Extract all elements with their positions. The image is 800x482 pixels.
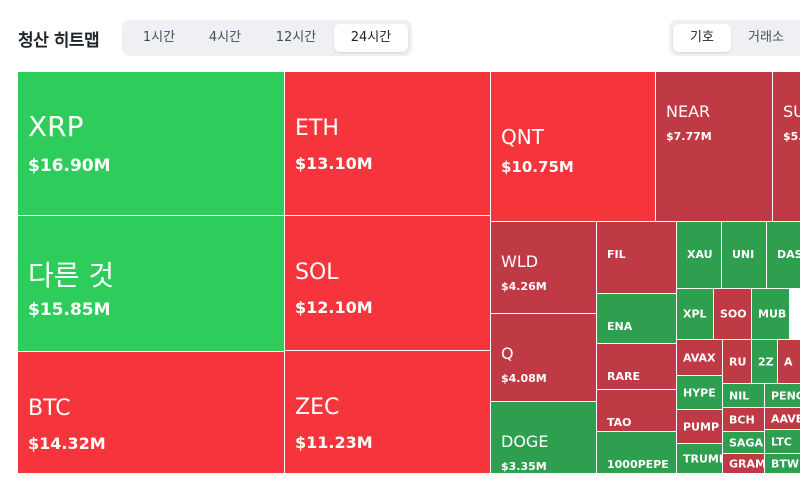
cell-symbol: BTW [771,457,800,470]
cell-symbol: SU [783,102,800,121]
heatmap-cell-ltc[interactable]: LTC [765,430,800,454]
cell-symbol: ZEC [295,395,340,420]
heatmap-cell-aave[interactable]: AAVE [765,408,800,430]
cell-symbol: PENG [771,389,800,402]
cell-symbol: PUMP [683,420,720,433]
tab-1h[interactable]: 1시간 [142,30,176,45]
heatmap-cell-su[interactable]: SU $5. [773,72,800,222]
cell-value: $16.90M [28,156,111,176]
heatmap-cell-saga[interactable]: SAGA [723,432,765,454]
cell-symbol: UNI [732,248,755,261]
liquidation-heatmap: XRP $16.90M 다른 것 $15.85M BTC $14.32M ETH… [18,72,800,474]
cell-value: $11.23M [295,433,373,452]
heatmap-cell-xpl[interactable]: XPL [677,289,714,340]
cell-symbol: TAO [607,416,632,429]
heatmap-cell-btw[interactable]: BTW [765,454,800,474]
heatmap-cell-a[interactable]: A [778,340,800,384]
cell-value: $4.08M [501,372,547,385]
cell-symbol: AVAX [683,351,716,364]
heatmap-cell-wld[interactable]: WLD $4.26M [491,222,597,314]
cell-symbol: BTC [28,396,71,421]
heatmap-cell-doge[interactable]: DOGE $3.35M [491,402,597,474]
heatmap-cell-gram[interactable]: GRAM [723,454,765,474]
heatmap-cell-pump[interactable]: PUMP [677,410,723,444]
heatmap-cell-ena[interactable]: ENA [597,294,677,344]
cell-value: $7.77M [666,130,712,143]
cell-symbol: XAU [687,248,713,261]
cell-symbol: RU [729,355,747,368]
cell-value: $14.32M [28,434,106,453]
cell-symbol: ENA [607,320,633,333]
heatmap-cell-qnt[interactable]: QNT $10.75M [491,72,656,222]
cell-symbol: 1000PEPE [607,458,669,471]
heatmap-cell-btc[interactable]: BTC $14.32M [18,352,285,474]
heatmap-cell-nil[interactable]: NIL [723,384,765,408]
heatmap-cell-zec[interactable]: ZEC $11.23M [285,351,491,474]
cell-value: $12.10M [295,298,373,317]
tab-12h[interactable]: 12시간 [275,30,317,45]
cell-symbol: ETH [295,116,339,141]
heatmap-cell-soo[interactable]: SOO [714,289,752,340]
cell-symbol: 2Z [758,355,774,368]
heatmap-cell-eth[interactable]: ETH $13.10M [285,72,491,216]
cell-symbol: MUB [758,307,787,321]
toggle-exchange[interactable]: 거래소 [748,30,784,45]
heatmap-cell-xrp[interactable]: XRP $16.90M [18,72,285,216]
cell-symbol: DOGE [501,432,549,451]
cell-symbol: XPL [683,307,707,321]
cell-symbol: 다른 것 [28,259,115,292]
page-title: 청산 히트맵 [18,31,100,51]
heatmap-cell-2z[interactable]: 2Z [752,340,778,384]
cell-symbol: SAGA [729,436,763,449]
heatmap-cell-fil[interactable]: FIL [597,222,677,294]
cell-symbol: GRAM [729,457,765,470]
cell-symbol: A [784,355,793,368]
cell-symbol: SOO [720,307,747,321]
heatmap-cell-1000pepe[interactable]: 1000PEPE [597,432,677,474]
view-toggle: 기호 거래소 [669,20,800,56]
cell-value: $10.75M [501,158,574,176]
toggle-symbol[interactable]: 기호 [673,24,731,52]
heatmap-cell-q[interactable]: Q $4.08M [491,314,597,402]
cell-symbol: WLD [501,252,539,271]
cell-symbol: LTC [771,435,792,448]
cell-symbol: HYPE [683,386,716,399]
cell-symbol: NIL [729,389,750,402]
cell-value: $13.10M [295,154,373,173]
heatmap-cell-sol[interactable]: SOL $12.10M [285,216,491,351]
heatmap-cell-near[interactable]: NEAR $7.77M [656,72,773,222]
heatmap-cell-other[interactable]: 다른 것 $15.85M [18,216,285,352]
heatmap-cell-mub[interactable]: MUB [752,289,790,340]
cell-value: $15.85M [28,300,111,320]
heatmap-cell-xau[interactable]: XAU [677,222,722,289]
heatmap-cell-tao[interactable]: TAO [597,390,677,432]
heatmap-cell-peng[interactable]: PENG [765,384,800,408]
cell-symbol: RARE [607,370,640,383]
heatmap-cell-hype[interactable]: HYPE [677,376,723,410]
cell-symbol: AAVE [771,412,800,425]
cell-value: $5. [783,130,800,143]
time-range-tabs: 1시간 4시간 12시간 24시간 [122,20,412,56]
page-header: 청산 히트맵 1시간 4시간 12시간 24시간 기호 거래소 [0,0,800,72]
cell-symbol: DAS [777,248,800,261]
cell-symbol: QNT [501,125,544,149]
cell-symbol: FIL [607,248,626,261]
cell-symbol: NEAR [666,102,711,121]
cell-symbol: XRP [28,110,84,143]
cell-value: $3.35M [501,460,547,473]
cell-symbol: Q [501,344,514,363]
cell-value: $4.26M [501,280,547,293]
heatmap-cell-ru[interactable]: RU [723,340,752,384]
cell-symbol: TRUMP [683,452,723,465]
cell-symbol: BCH [729,413,755,426]
heatmap-cell-avax[interactable]: AVAX [677,340,723,376]
tab-24h[interactable]: 24시간 [334,24,408,52]
heatmap-cell-trump[interactable]: TRUMP [677,444,723,474]
heatmap-cell-rare[interactable]: RARE [597,344,677,390]
heatmap-cell-uni[interactable]: UNI [722,222,767,289]
heatmap-cell-bch[interactable]: BCH [723,408,765,432]
tab-4h[interactable]: 4시간 [208,30,242,45]
heatmap-cell-das[interactable]: DAS [767,222,800,289]
cell-symbol: SOL [295,260,339,285]
